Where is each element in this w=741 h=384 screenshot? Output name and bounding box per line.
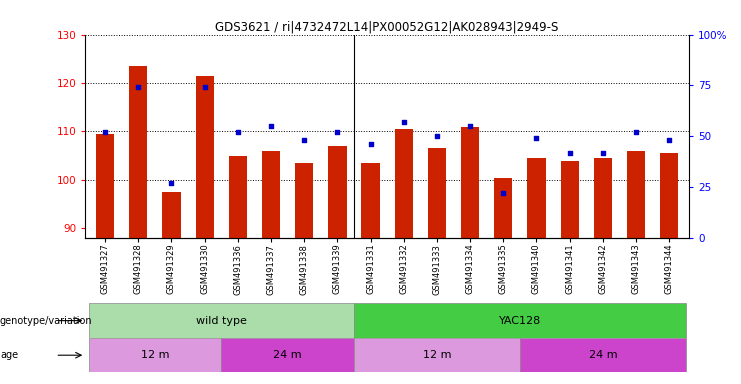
Text: 24 m: 24 m xyxy=(273,350,302,360)
Text: wild type: wild type xyxy=(196,316,247,326)
Bar xyxy=(88,303,354,338)
Bar xyxy=(461,127,479,238)
Point xyxy=(331,129,343,135)
Bar xyxy=(354,303,686,338)
Text: YAC128: YAC128 xyxy=(499,316,541,326)
Bar xyxy=(262,151,280,238)
Bar xyxy=(594,158,612,238)
Bar xyxy=(129,66,147,238)
Text: genotype/variation: genotype/variation xyxy=(0,316,93,326)
Bar xyxy=(528,158,545,238)
Bar xyxy=(196,76,214,238)
Point xyxy=(265,123,277,129)
Point xyxy=(199,84,210,91)
Point xyxy=(464,123,476,129)
Point xyxy=(365,141,376,147)
Text: age: age xyxy=(0,350,18,360)
Point xyxy=(99,129,111,135)
Bar xyxy=(328,146,347,238)
Bar xyxy=(627,151,645,238)
Bar xyxy=(660,153,678,238)
Point xyxy=(165,180,177,186)
Bar xyxy=(229,156,247,238)
Text: 24 m: 24 m xyxy=(588,350,617,360)
Point xyxy=(564,149,576,156)
Bar xyxy=(560,161,579,238)
Point xyxy=(663,137,675,144)
Bar xyxy=(222,338,354,372)
Bar xyxy=(428,149,446,238)
Point xyxy=(133,84,144,91)
Bar xyxy=(354,338,520,372)
Title: GDS3621 / ri|4732472L14|PX00052G12|AK028943|2949-S: GDS3621 / ri|4732472L14|PX00052G12|AK028… xyxy=(216,20,559,33)
Bar xyxy=(295,163,313,238)
Point xyxy=(597,149,609,156)
Point xyxy=(630,129,642,135)
Text: 12 m: 12 m xyxy=(141,350,169,360)
Text: 12 m: 12 m xyxy=(422,350,451,360)
Bar xyxy=(96,134,114,238)
Point xyxy=(232,129,244,135)
Bar xyxy=(395,129,413,238)
Bar xyxy=(88,338,222,372)
Bar xyxy=(362,163,379,238)
Point xyxy=(299,137,310,144)
Bar xyxy=(162,192,181,238)
Bar xyxy=(494,177,513,238)
Point xyxy=(497,190,509,196)
Point xyxy=(431,133,443,139)
Point xyxy=(531,135,542,141)
Bar xyxy=(520,338,686,372)
Point xyxy=(398,119,410,125)
